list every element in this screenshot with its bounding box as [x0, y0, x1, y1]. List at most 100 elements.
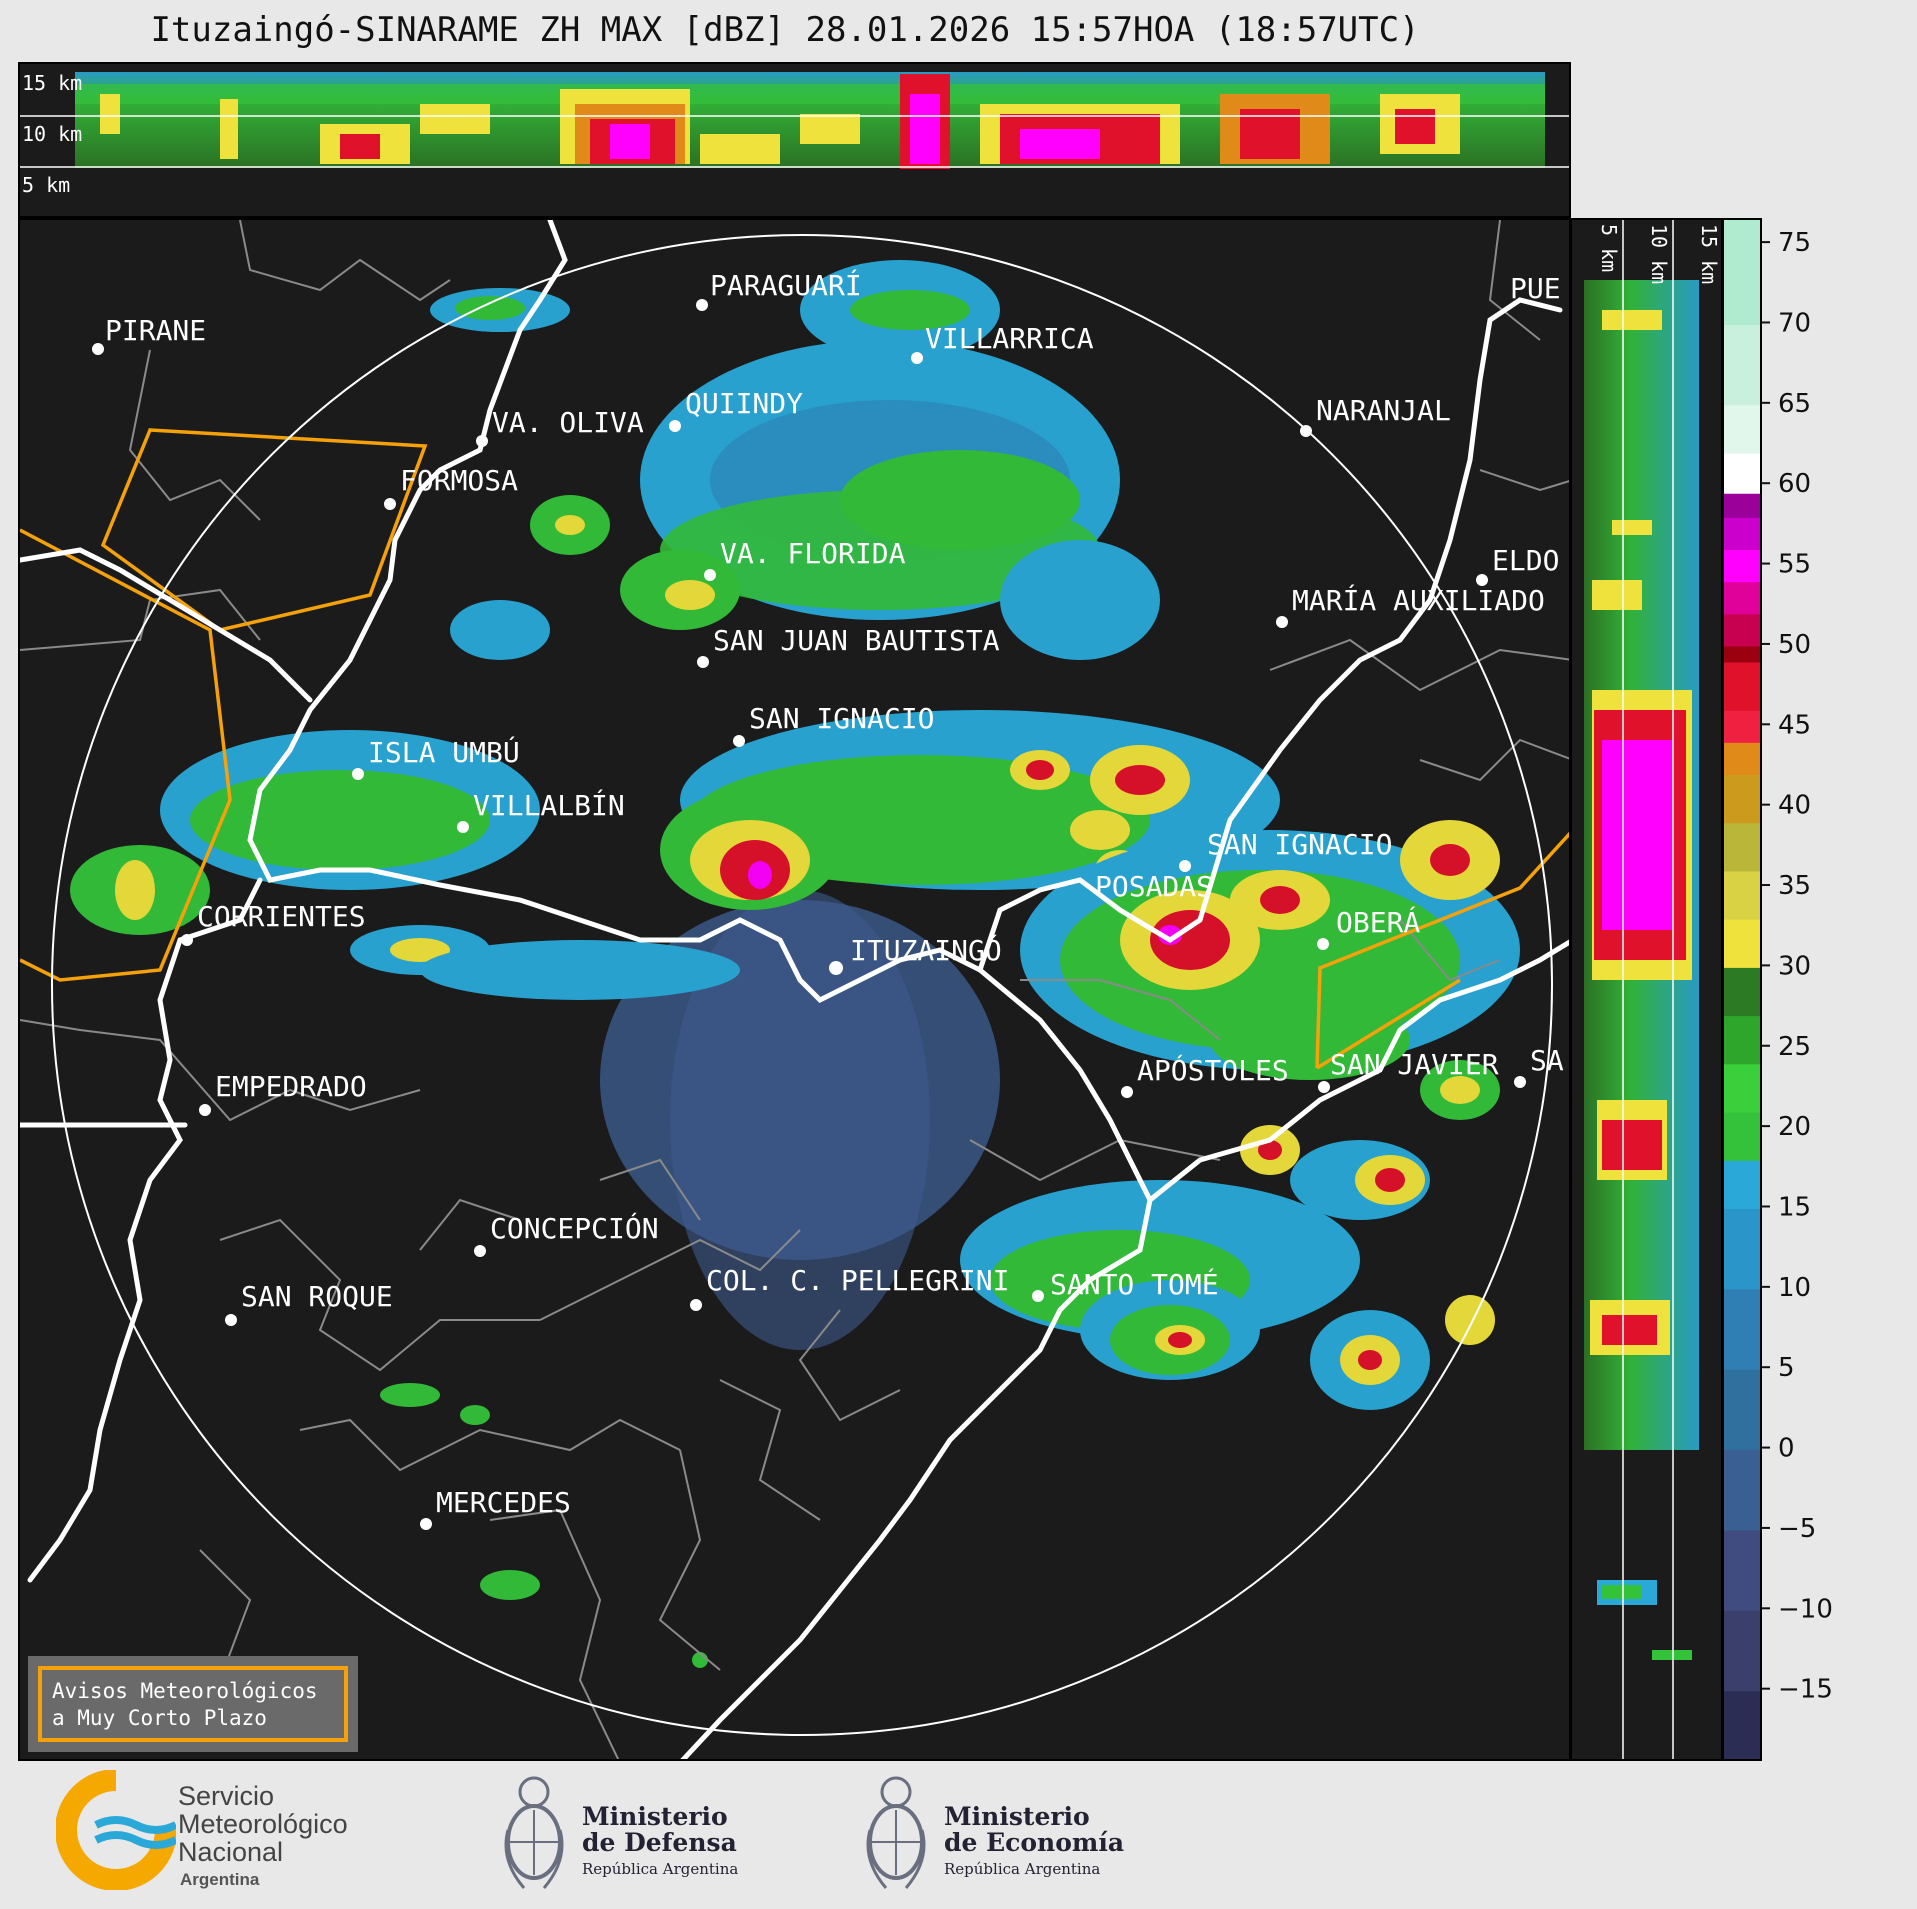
defensa-line-1: Ministerio — [582, 1802, 728, 1831]
colorbar-segment — [1724, 1610, 1760, 1692]
range-ring — [51, 234, 1553, 1736]
place-label: VA. OLIVA — [492, 406, 644, 439]
colorbar-ticks: 75 70 65 60 55 50 45 40 35 30 25 20 15 10 5 0 −5 −10 −15 — [1762, 218, 1912, 1761]
place-label: VILLARRICA — [925, 322, 1094, 355]
warning-box[interactable]: Avisos Meteorológicos a Muy Corto Plazo — [28, 1656, 358, 1752]
side-level-10km: 10 km — [1647, 224, 1671, 284]
radar-site-marker: ITUZAINGÓ — [829, 933, 1002, 975]
colorbar-segment — [1724, 742, 1760, 776]
dbz-colorbar — [1722, 218, 1762, 1761]
place-label: SAN JAVIER — [1330, 1048, 1499, 1081]
colorbar-tick-label: 40 — [1778, 791, 1811, 821]
top-cross-section: 15 km 10 km 5 km — [18, 62, 1571, 218]
colorbar-segment — [1724, 870, 1760, 920]
colorbar-tick-label: 30 — [1778, 951, 1811, 981]
colorbar-tick-label: 45 — [1778, 710, 1811, 740]
colorbar-segment — [1724, 220, 1760, 325]
colorbar-tick-label: 5 — [1778, 1353, 1795, 1383]
colorbar-segment — [1724, 549, 1760, 583]
place-label: ELDO — [1492, 544, 1559, 577]
place-label: APÓSTOLES — [1137, 1053, 1289, 1087]
defensa-line-3: República Argentina — [582, 1860, 739, 1878]
colorbar-tick-label: −5 — [1778, 1514, 1816, 1544]
colorbar-segment — [1724, 774, 1760, 824]
place-label: VA. FLORIDA — [720, 537, 906, 570]
place-label: CORRIENTES — [197, 900, 366, 933]
colorbar-segment — [1724, 1015, 1760, 1065]
smn-line-2: Meteorológico — [178, 1809, 348, 1839]
place-label: VILLALBÍN — [473, 788, 625, 822]
colorbar-tick-label: 50 — [1778, 630, 1811, 660]
place-label: ISLA UMBÚ — [368, 735, 520, 769]
radar-echoes — [70, 260, 1520, 1668]
smn-logo-icon — [56, 1770, 176, 1900]
colorbar-segment — [1724, 453, 1760, 494]
economia-line-2: de Economía — [944, 1828, 1125, 1857]
colorbar-segment — [1724, 822, 1760, 872]
top-level-10km: 10 km — [22, 122, 82, 146]
place-label: SA — [1530, 1044, 1564, 1077]
colorbar-segment — [1724, 404, 1760, 454]
place-label: PIRANE — [105, 314, 206, 347]
colorbar-segment — [1724, 1288, 1760, 1370]
colorbar-segment — [1724, 1369, 1760, 1451]
place-label: FORMOSA — [400, 464, 518, 497]
place-label: EMPEDRADO — [215, 1070, 367, 1103]
defensa-coat-of-arms-icon — [494, 1770, 574, 1900]
colorbar-tick-label: 35 — [1778, 871, 1811, 901]
place-label: MERCEDES — [436, 1486, 571, 1519]
place-label: QUIINDY — [685, 387, 803, 420]
place-label: SAN ROQUE — [241, 1280, 393, 1313]
map-title: Ituzaingó-SINARAME ZH MAX [dBZ] 28.01.20… — [150, 10, 1420, 50]
side-cross-section: 5 km 10 km 15 km — [1570, 218, 1723, 1761]
colorbar-tick-label: −10 — [1778, 1594, 1833, 1624]
colorbar-segment — [1724, 1063, 1760, 1113]
economia-line-1: Ministerio — [944, 1802, 1090, 1831]
place-label: OBERÁ — [1336, 905, 1420, 939]
place-label: COL. C. PELLEGRINI — [706, 1264, 1009, 1297]
radar-map[interactable]: PIRANE PARAGUARÍ VILLARRICA QUIINDY VA. … — [18, 218, 1571, 1761]
colorbar-segment — [1724, 493, 1760, 518]
place-label: NARANJAL — [1316, 394, 1451, 427]
place-label: PARAGUARÍ — [710, 268, 862, 302]
place-label: CONCEPCIÓN — [490, 1211, 659, 1245]
place-label: POSADAS — [1095, 870, 1213, 903]
smn-logo-text: Servicio Meteorológico Nacional Argentin… — [178, 1782, 348, 1894]
side-level-15km: 15 km — [1697, 224, 1721, 284]
warning-polygons — [20, 428, 1569, 1070]
colorbar-tick-label: 15 — [1778, 1192, 1811, 1222]
economia-logo-text: Ministerio de Economía República Argenti… — [944, 1804, 1124, 1882]
colorbar-tick-label: 65 — [1778, 389, 1811, 419]
colorbar-segment — [1724, 967, 1760, 1017]
radar-site-label: ITUZAINGÓ — [850, 933, 1002, 967]
economia-coat-of-arms-icon — [856, 1770, 936, 1900]
warning-line-1: Avisos Meteorológicos — [52, 1679, 318, 1703]
colorbar-segment — [1724, 517, 1760, 550]
top-level-15km: 15 km — [22, 71, 82, 95]
colorbar-segment — [1724, 662, 1760, 711]
place-label: SANTO TOMÉ — [1050, 1267, 1219, 1301]
colorbar-tick-label: 60 — [1778, 469, 1811, 499]
colorbar-tick-label: 10 — [1778, 1273, 1811, 1303]
colorbar-tick-label: 55 — [1778, 550, 1811, 580]
colorbar-segment — [1724, 1529, 1760, 1611]
colorbar-segment — [1724, 1449, 1760, 1531]
top-level-5km: 5 km — [22, 173, 70, 197]
colorbar-tick-label: 0 — [1778, 1434, 1795, 1464]
smn-line-4: Argentina — [180, 1870, 260, 1889]
warning-line-2: a Muy Corto Plazo — [52, 1706, 267, 1730]
colorbar-segment — [1724, 1112, 1760, 1161]
colorbar-segment — [1724, 710, 1760, 743]
colorbar-tick-label: 20 — [1778, 1112, 1811, 1142]
top-echo-cells — [100, 74, 1460, 169]
rivers-borders — [20, 220, 1569, 1759]
defensa-line-2: de Defensa — [582, 1828, 737, 1857]
place-label: MARÍA AUXILIADO — [1292, 583, 1545, 617]
place-label: SAN IGNACIO — [1207, 828, 1392, 861]
place-label: SAN JUAN BAUTISTA — [713, 624, 1000, 657]
place-labels: PIRANE PARAGUARÍ VILLARRICA QUIINDY VA. … — [105, 268, 1564, 1519]
defensa-logo-text: Ministerio de Defensa República Argentin… — [582, 1804, 738, 1882]
colorbar-segment — [1724, 645, 1760, 663]
colorbar-segment — [1724, 324, 1760, 406]
colorbar-tick-label: 70 — [1778, 308, 1811, 338]
